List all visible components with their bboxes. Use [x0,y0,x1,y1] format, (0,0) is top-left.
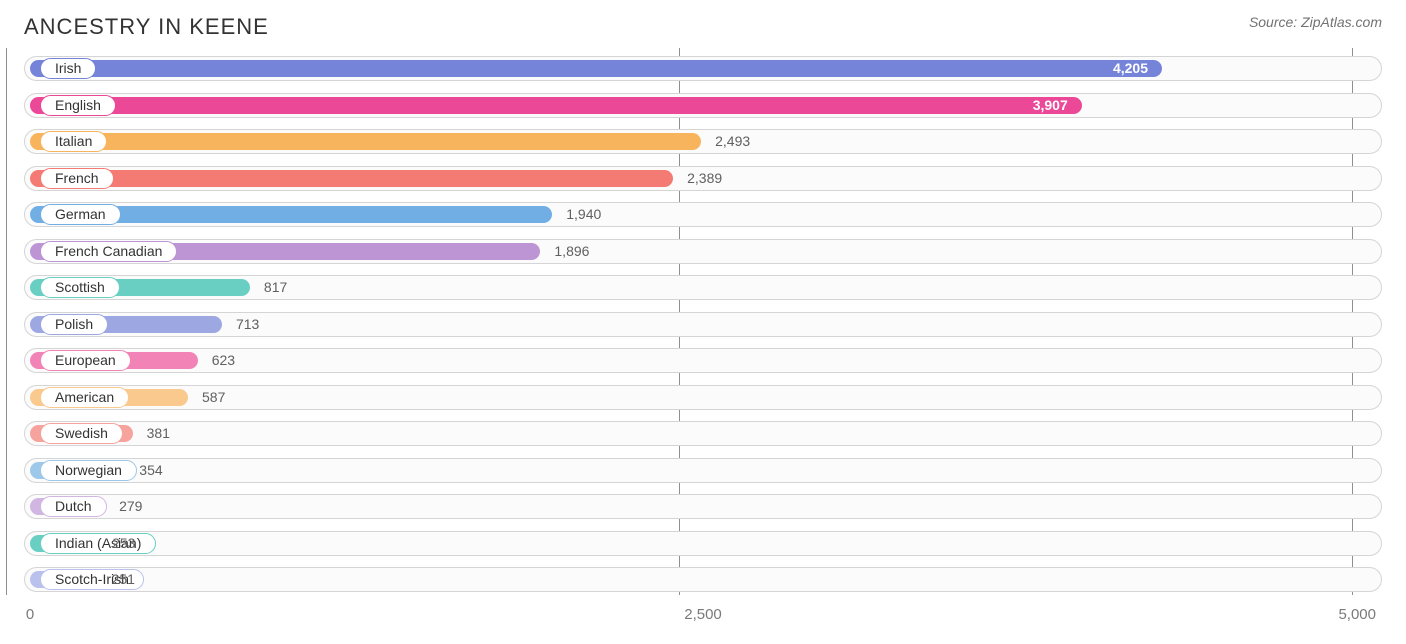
chart-row: Norwegian354 [24,456,1382,485]
chart-row: Scottish 817 [24,273,1382,302]
gridline [6,48,7,595]
value-label: 1,940 [566,206,601,223]
chart-plot-area: Irish 4,205 English 3,907 Italian 2,493 French… [0,48,1406,594]
x-axis-tick-label: 5,000 [1338,606,1376,623]
category-label: European [40,350,131,371]
bar [30,170,673,187]
value-label: 623 [212,352,235,369]
chart-row: Polish 713 [24,310,1382,339]
chart-row: Scotch-Irish251 [24,565,1382,594]
category-label: American [40,387,129,408]
value-label: 253 [112,535,135,552]
chart-row: European 623 [24,346,1382,375]
value-label: 251 [112,571,135,588]
bar-track [24,567,1382,592]
chart-row: Italian 2,493 [24,127,1382,156]
value-label: 4,205 [1113,60,1148,77]
bar [30,97,1082,114]
category-label: Indian (Asian) [40,533,156,554]
value-label: 2,493 [715,133,750,150]
chart-row: French Canadian 1,896 [24,237,1382,266]
bar-track [24,458,1382,483]
bar-track [24,494,1382,519]
chart-row: Indian (Asian)253 [24,529,1382,558]
value-label: 381 [147,425,170,442]
category-label: French [40,168,114,189]
chart-row: German 1,940 [24,200,1382,229]
category-label: Scottish [40,277,120,298]
chart-row: Swedish 381 [24,419,1382,448]
chart-header: ANCESTRY IN KEENE Source: ZipAtlas.com [0,0,1406,48]
category-label: English [40,95,116,116]
category-label: French Canadian [40,241,177,262]
bar [30,60,1162,77]
value-label: 3,907 [1033,97,1068,114]
x-axis-tick-label: 2,500 [684,606,722,623]
chart-x-axis: 0 2,500 5,000 [24,602,1382,630]
category-label: Swedish [40,423,123,444]
category-label: Dutch [40,496,107,517]
bar-track [24,531,1382,556]
category-label: German [40,204,121,225]
chart-source: Source: ZipAtlas.com [1249,14,1382,30]
category-label: Italian [40,131,107,152]
value-label: 2,389 [687,170,722,187]
value-label: 1,896 [554,243,589,260]
value-label: 587 [202,389,225,406]
bar [30,133,701,150]
category-label: Polish [40,314,108,335]
chart-row: Irish 4,205 [24,54,1382,83]
chart-title: ANCESTRY IN KEENE [24,14,269,40]
bar-track [24,421,1382,446]
chart-row: English 3,907 [24,91,1382,120]
value-label: 817 [264,279,287,296]
chart-row: American 587 [24,383,1382,412]
bar-track [24,312,1382,337]
category-label: Irish [40,58,96,79]
chart-row: French 2,389 [24,164,1382,193]
bar-track [24,385,1382,410]
value-label: 713 [236,316,259,333]
category-label: Norwegian [40,460,137,481]
chart-row: Dutch 279 [24,492,1382,521]
x-axis-tick-label: 0 [26,606,34,623]
value-label: 354 [139,462,162,479]
value-label: 279 [119,498,142,515]
